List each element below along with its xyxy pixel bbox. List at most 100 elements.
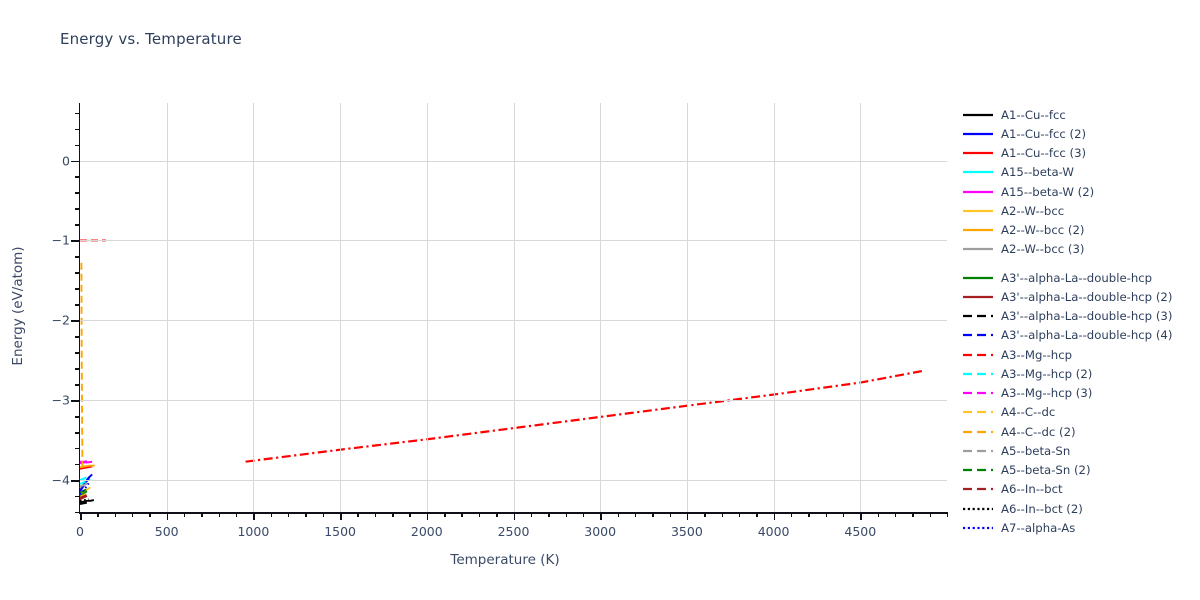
x-tick-minor	[184, 512, 186, 517]
legend-label: A5--beta-Sn (2)	[1001, 463, 1091, 478]
x-tick-minor	[721, 512, 723, 517]
legend-item[interactable]: A5--beta-Sn	[963, 441, 1195, 460]
series-line	[79, 476, 91, 492]
legend-item[interactable]: A1--Cu--fcc	[963, 105, 1195, 124]
legend-line-icon	[963, 426, 993, 438]
legend-label: A6--In--bct	[1001, 482, 1063, 497]
x-tick-major	[426, 512, 429, 520]
x-tick-minor	[912, 512, 914, 517]
series-line	[79, 501, 89, 505]
legend-label: A1--Cu--fcc (2)	[1001, 126, 1087, 141]
series-line	[245, 369, 925, 463]
legend-line-icon	[963, 272, 993, 284]
legend-item[interactable]: A3'--alpha-La--double-hcp (2)	[963, 287, 1195, 306]
legend-line-icon	[963, 503, 993, 515]
legend-item[interactable]: A6--In--bct	[963, 480, 1195, 499]
legend-item[interactable]: A7--alpha-As	[963, 518, 1195, 537]
gridline-vertical	[513, 103, 515, 512]
x-tick-label: 4500	[844, 524, 877, 539]
y-tick-major	[71, 320, 80, 322]
x-tick-minor	[357, 512, 359, 517]
x-tick-minor	[756, 512, 758, 517]
x-tick-minor	[669, 512, 671, 517]
x-tick-minor	[947, 512, 949, 517]
x-tick-minor	[409, 512, 411, 517]
x-tick-minor	[738, 512, 741, 517]
x-tick-major	[253, 512, 255, 520]
legend-item[interactable]: A5--beta-Sn (2)	[963, 461, 1195, 480]
x-tick-major	[80, 512, 82, 520]
x-tick-label: 4000	[757, 524, 790, 539]
legend-item[interactable]: A15--beta-W (2)	[963, 182, 1195, 201]
x-tick-minor	[218, 512, 221, 517]
legend-label: A4--C--dc (2)	[1001, 424, 1076, 439]
x-tick-minor	[132, 512, 134, 517]
y-tick-minor	[75, 224, 80, 226]
legend-line-icon	[963, 406, 993, 418]
x-tick-label: 500	[154, 524, 179, 539]
x-tick-minor	[444, 512, 446, 517]
legend-item[interactable]: A1--Cu--fcc (3)	[963, 144, 1195, 163]
y-tick-minor	[75, 192, 80, 194]
legend-item[interactable]: A1--Cu--fcc (2)	[963, 124, 1195, 143]
x-tick-minor	[305, 512, 307, 517]
y-tick-minor	[75, 256, 80, 258]
x-tick-minor	[201, 512, 203, 517]
legend-label: A1--Cu--fcc (3)	[1001, 146, 1087, 161]
legend-item[interactable]: A2--W--bcc (3)	[963, 240, 1195, 259]
legend-item[interactable]: A3--Mg--hcp (3)	[963, 384, 1195, 403]
y-tick-minor	[75, 176, 80, 178]
series-line	[79, 482, 89, 488]
legend-item[interactable]: A2--W--bcc (2)	[963, 221, 1195, 240]
legend-item[interactable]: A4--C--dc	[963, 403, 1195, 422]
x-tick-major	[686, 512, 689, 520]
x-tick-minor	[392, 512, 394, 517]
x-tick-major	[340, 512, 342, 520]
chart-legend: A1--Cu--fcc A1--Cu--fcc (2) A1--Cu--fcc (3…	[963, 105, 1195, 538]
legend-label: A2--W--bcc	[1001, 203, 1065, 218]
legend-item[interactable]: A3'--alpha-La--double-hcp (4)	[963, 326, 1195, 345]
x-tick-minor	[374, 512, 377, 517]
legend-line-icon	[963, 186, 993, 198]
legend-label: A15--beta-W (2)	[1001, 184, 1095, 199]
legend-label: A7--alpha-As	[1001, 520, 1076, 535]
legend-item[interactable]: A3--Mg--hcp	[963, 345, 1195, 364]
y-tick-minor	[75, 448, 80, 450]
gridline-vertical	[166, 103, 168, 512]
legend-item[interactable]: A3'--alpha-La--double-hcp (3)	[963, 307, 1195, 326]
legend-item[interactable]: A4--C--dc (2)	[963, 422, 1195, 441]
y-tick-minor	[75, 288, 80, 290]
legend-item[interactable]: A15--beta-W	[963, 163, 1195, 182]
series-line	[79, 487, 90, 494]
x-tick-minor	[652, 512, 654, 517]
legend-item[interactable]: A2--W--bcc	[963, 201, 1195, 220]
series-line	[79, 499, 95, 504]
x-tick-label: 3500	[670, 524, 703, 539]
series-line	[79, 465, 93, 470]
legend-line-icon	[963, 522, 993, 534]
legend-label: A15--beta-W	[1001, 165, 1074, 180]
x-tick-minor	[236, 512, 238, 517]
y-tick-minor	[75, 144, 80, 146]
y-axis-title-wrapper: Energy (eV/atom)	[10, 0, 27, 600]
x-tick-major	[166, 512, 169, 520]
legend-line-icon	[963, 243, 993, 255]
y-tick-minor	[75, 416, 80, 418]
x-tick-minor	[617, 512, 619, 517]
y-tick-minor	[75, 128, 80, 130]
legend-item[interactable]: A3'--alpha-La--double-hcp	[963, 268, 1195, 287]
legend-item[interactable]: A3--Mg--hcp (2)	[963, 364, 1195, 383]
y-tick-minor	[75, 384, 80, 386]
gridline-vertical	[600, 103, 602, 512]
x-tick-minor	[496, 512, 498, 517]
x-tick-minor	[288, 512, 290, 517]
y-tick-minor	[75, 432, 80, 434]
legend-item[interactable]: A6--In--bct (2)	[963, 499, 1195, 518]
series-line	[80, 262, 84, 469]
x-tick-minor	[790, 512, 793, 517]
gridline-vertical	[773, 103, 775, 512]
x-tick-minor	[548, 512, 550, 517]
legend-line-icon	[963, 291, 993, 303]
series-line	[79, 493, 89, 499]
